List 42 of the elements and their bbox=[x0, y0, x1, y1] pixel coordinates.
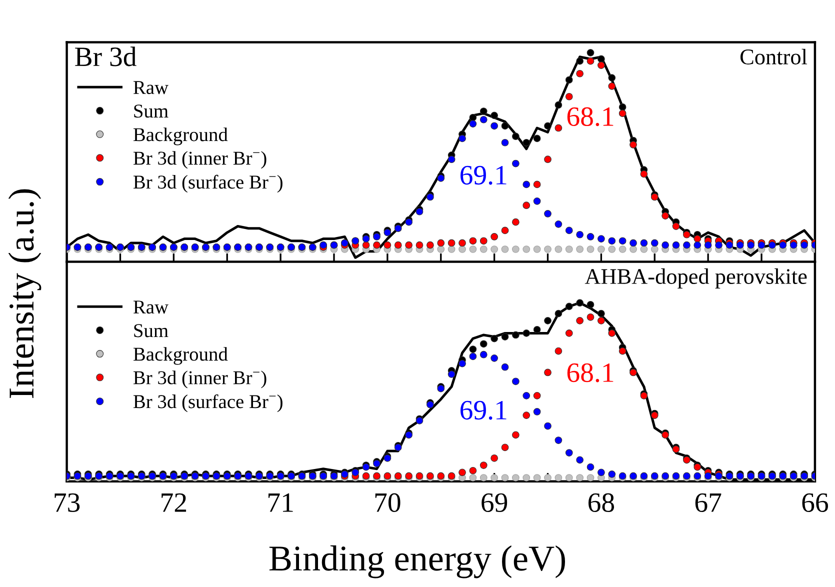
x-tick-label: 68 bbox=[588, 493, 614, 512]
annotation: Br 3d bbox=[75, 46, 136, 66]
x-tick-label: 73 bbox=[54, 493, 80, 512]
point bbox=[512, 132, 520, 140]
point bbox=[522, 138, 530, 146]
legend-label: Br 3d (inner Br$^{−}$) bbox=[133, 370, 266, 388]
annotation: Control bbox=[740, 48, 808, 64]
point bbox=[480, 108, 488, 115]
legend-label: Sum bbox=[134, 324, 168, 338]
x-tick-label: 71 bbox=[268, 493, 293, 512]
x-axis-title: Binding energy (eV) bbox=[269, 545, 566, 578]
point bbox=[586, 49, 594, 56]
legend-label: Background bbox=[133, 128, 228, 146]
point bbox=[618, 103, 626, 111]
point bbox=[490, 112, 498, 120]
x-tick-label: 69 bbox=[482, 493, 508, 512]
point bbox=[554, 101, 562, 109]
point bbox=[501, 122, 509, 130]
annotation: 69.1 bbox=[460, 400, 506, 420]
legend-label: Raw bbox=[133, 81, 168, 94]
point bbox=[565, 76, 573, 84]
y-axis-title: Intensity (a.u.) bbox=[8, 189, 42, 398]
legend-label: Background bbox=[133, 347, 228, 365]
point bbox=[469, 114, 477, 122]
point bbox=[544, 122, 552, 130]
legend-label: Sum bbox=[134, 104, 168, 118]
legend-label: Br 3d (inner Br$^{−}$) bbox=[133, 151, 266, 169]
legend-label: Raw bbox=[133, 300, 168, 314]
annotation: 68.1 bbox=[567, 363, 614, 382]
x-tick-label: 67 bbox=[695, 493, 722, 512]
point bbox=[533, 134, 541, 142]
annotation: 69.1 bbox=[460, 166, 506, 185]
point bbox=[576, 57, 584, 65]
x-tick-label: 66 bbox=[802, 493, 828, 512]
x-tick-label: 70 bbox=[375, 493, 400, 512]
point bbox=[598, 55, 605, 63]
point bbox=[608, 74, 616, 82]
text: AHBA-doped perovskite bbox=[584, 268, 807, 289]
legend-label: Br 3d (surface Br$^{−}$) bbox=[133, 174, 282, 193]
annotation: 68.1 bbox=[567, 107, 614, 126]
x-tick-label: 72 bbox=[162, 493, 186, 512]
legend-label: Br 3d (surface Br$^{−}$) bbox=[133, 394, 282, 412]
